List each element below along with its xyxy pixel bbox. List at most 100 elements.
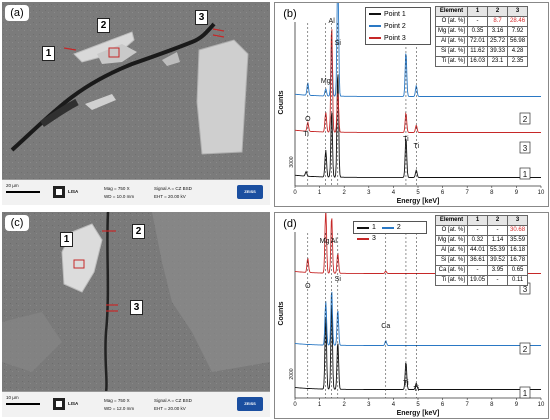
x-tick-label: 10 (538, 402, 545, 408)
table-row: Ca [at. %] -3.95 0.65 (434, 265, 529, 276)
sem-info-bar-c: 10 µm LISA Mag = 750 X WD = 12.0 mm Sign… (2, 391, 270, 417)
peak-label-o: O (305, 283, 311, 290)
legend-swatch (381, 226, 394, 229)
legend-item: 1 (354, 222, 379, 233)
legend-item: 3 (354, 233, 379, 244)
legend-swatch (369, 25, 381, 27)
table-cell: 19.05 (467, 275, 489, 286)
legend-label: Point 1 (384, 10, 406, 18)
composition-table-d: Element 1 2 3 O [at. %] - -30.68 Mg [at. %] 0.32… (434, 215, 529, 286)
table-cell: 55.39 (487, 245, 509, 256)
table-cell: - (467, 225, 489, 236)
x-axis-title: Energy [keV] (397, 198, 440, 205)
series-label-box (519, 141, 531, 154)
legend-label: 1 (372, 224, 376, 231)
table-header-cell: Element (434, 6, 469, 17)
table-cell: Al [at. %] (434, 36, 469, 47)
legend-b: Point 1 Point 2 Point 3 (365, 7, 431, 45)
table-cell: Al [at. %] (434, 245, 469, 256)
x-tick-label: 9 (515, 402, 519, 408)
spectrum-series-2 (294, 3, 541, 97)
peak-label-mg: Mg (320, 238, 330, 245)
x-tick-label: 3 (367, 402, 371, 408)
x-tick-label: 2 (343, 190, 347, 196)
table-cell: 16.03 (467, 56, 489, 67)
table-header-cell: 2 (487, 6, 509, 17)
table-cell: 0.35 (467, 26, 489, 37)
table-cell: Ti [at. %] (434, 275, 469, 286)
table-cell: 4.28 (507, 46, 529, 57)
table-row: Al [at. %] 72.01 25.72 56.98 (434, 36, 529, 47)
table-cell: 0.11 (507, 275, 529, 286)
table-header-cell: 2 (487, 215, 509, 226)
peak-label-ti: Ti (413, 386, 419, 393)
table-cell: 2.35 (507, 56, 529, 67)
composition-table-b: Element 1 2 3 O [at. %] -8.7 28.46 Mg [at. %] 0.… (434, 6, 529, 67)
table-cell: 16.78 (507, 255, 529, 266)
table-cell: 8.7 (487, 16, 509, 27)
table-header-cell: 3 (507, 6, 529, 17)
peak-label-si: Si (335, 276, 342, 283)
table-cell: 56.98 (507, 36, 529, 47)
panel-label-d: (d) (278, 216, 302, 232)
table-header-cell: 1 (467, 6, 489, 17)
legend-item: 2 (379, 222, 404, 233)
sem-info-bar-a: 20 µm LISA Mag = 750 X WD = 10.0 mm Sign… (2, 179, 270, 205)
point-label-3: 3 (195, 10, 208, 25)
point-label-1: 1 (60, 232, 73, 247)
table-cell: Ca [at. %] (434, 265, 469, 276)
table-cell: 72.01 (467, 36, 489, 47)
table-row: O [at. %] -8.7 28.46 (434, 16, 529, 27)
table-row: Mg [at. %] 0.35 3.16 7.92 (434, 26, 529, 37)
legend-item: Point 2 (366, 20, 430, 32)
table-cell: 16.18 (507, 245, 529, 256)
table-cell: Ti [at. %] (434, 56, 469, 67)
y-tick-label: 3000 (289, 156, 295, 167)
table-cell: 44.01 (467, 245, 489, 256)
peak-label-ti: Ti (413, 143, 419, 150)
table-row: Mg [at. %] 0.32 1.14 35.59 (434, 235, 529, 246)
table-cell: 23.1 (487, 56, 509, 67)
table-cell: 3.95 (487, 265, 509, 276)
legend-label: Point 2 (384, 22, 406, 30)
table-cell: - (467, 265, 489, 276)
peak-label-ti: Ti (403, 380, 409, 387)
panel-label-a: (a) (5, 5, 29, 21)
y-tick-label: 2000 (289, 368, 295, 379)
scale-bar-label: 10 µm (6, 395, 19, 400)
series-label-box (519, 112, 531, 125)
x-axis-title: Energy [keV] (397, 410, 440, 417)
zeiss-logo: ZEISS (237, 185, 263, 199)
series-label: 1 (523, 170, 528, 179)
x-tick-label: 4 (392, 190, 396, 196)
x-tick-label: 2 (343, 402, 347, 408)
eds-spectrum-d: 0 1 2 3 4 5 6 7 8 9 10 Energy [keV] Counts 2000 Mg Al O S… (274, 212, 549, 419)
x-tick-label: 1 (318, 402, 322, 408)
legend-swatch (357, 237, 369, 240)
table-row: O [at. %] - -30.68 (434, 225, 529, 236)
table-cell: Si [at. %] (434, 46, 469, 57)
series-label: 1 (523, 389, 528, 398)
table-cell: 36.61 (467, 255, 489, 266)
table-header-cell: 3 (507, 215, 529, 226)
legend-d: 1 2 3 (353, 221, 427, 242)
table-cell: 1.14 (487, 235, 509, 246)
magnification: Mag = 750 X (104, 398, 130, 403)
working-distance: WD = 10.0 mm (104, 194, 135, 199)
y-axis-title: Counts (278, 301, 285, 325)
eht-voltage: EHT = 20.00 kV (154, 194, 186, 199)
x-tick-label: 8 (490, 190, 494, 196)
table-cell: 39.52 (487, 255, 509, 266)
y-axis-title: Counts (278, 90, 285, 114)
table-header-cell: 1 (467, 215, 489, 226)
table-header-row: Element 1 2 3 (434, 215, 529, 226)
sem-micrograph-a (2, 2, 270, 180)
table-cell: Si [at. %] (434, 255, 469, 266)
legend-item: Point 3 (366, 32, 430, 44)
lisa-logo-icon (52, 185, 66, 199)
x-tick-label: 5 (416, 190, 420, 196)
table-header-cell: Element (434, 215, 469, 226)
x-tick-label: 0 (293, 402, 297, 408)
